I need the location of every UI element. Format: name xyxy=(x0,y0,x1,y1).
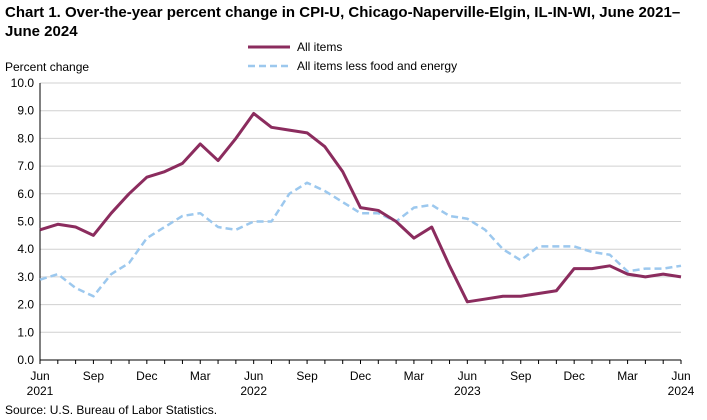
x-tick-label: Dec xyxy=(350,369,371,383)
source-note: Source: U.S. Bureau of Labor Statistics. xyxy=(5,403,218,417)
series-lines xyxy=(39,111,682,304)
legend-label: All items xyxy=(297,40,342,54)
x-tick-label: Jun xyxy=(458,369,477,383)
y-tick-label: 1.0 xyxy=(17,325,34,339)
y-tick-label: 7.0 xyxy=(17,159,34,173)
x-tick-label: Jun xyxy=(671,369,690,383)
legend: All items All items less food and energy xyxy=(248,40,457,73)
gridlines xyxy=(40,82,681,333)
x-tick-year-label: 2024 xyxy=(668,384,695,398)
x-tick-year-label: 2021 xyxy=(27,384,54,398)
y-tick-label: 4.0 xyxy=(17,242,34,256)
x-tick-label: Sep xyxy=(510,369,532,383)
chart-title: Chart 1. Over-the-year percent change in… xyxy=(5,4,681,40)
series-line-all-items xyxy=(39,111,682,304)
x-tick-label: Jun xyxy=(244,369,263,383)
y-tick-label: 9.0 xyxy=(17,104,34,118)
y-axis-label: Percent change xyxy=(5,60,89,74)
x-tick-label: Jun xyxy=(30,369,49,383)
y-tick-label: 0.0 xyxy=(17,353,34,367)
x-tick-year-label: 2022 xyxy=(240,384,267,398)
y-axis-tick-labels: 0.0 1.0 2.0 3.0 4.0 5.0 6.0 7.0 8.0 9.0 10.0 xyxy=(11,76,35,367)
x-tick-label: Dec xyxy=(563,369,584,383)
y-tick-label: 10.0 xyxy=(11,76,35,90)
x-tick-label: Sep xyxy=(83,369,105,383)
x-tick-label: Dec xyxy=(136,369,157,383)
axes xyxy=(39,83,682,364)
x-tick-label: Sep xyxy=(296,369,318,383)
y-tick-label: 5.0 xyxy=(17,215,34,229)
x-tick-label: Mar xyxy=(404,369,425,383)
y-tick-label: 3.0 xyxy=(17,270,34,284)
y-tick-label: 8.0 xyxy=(17,131,34,145)
series-line-core xyxy=(39,181,682,298)
x-tick-label: Mar xyxy=(190,369,211,383)
y-tick-label: 2.0 xyxy=(17,298,34,312)
y-tick-label: 6.0 xyxy=(17,187,34,201)
x-tick-year-label: 2023 xyxy=(454,384,481,398)
legend-label: All items less food and energy xyxy=(297,59,457,73)
x-tick-label: Mar xyxy=(617,369,638,383)
